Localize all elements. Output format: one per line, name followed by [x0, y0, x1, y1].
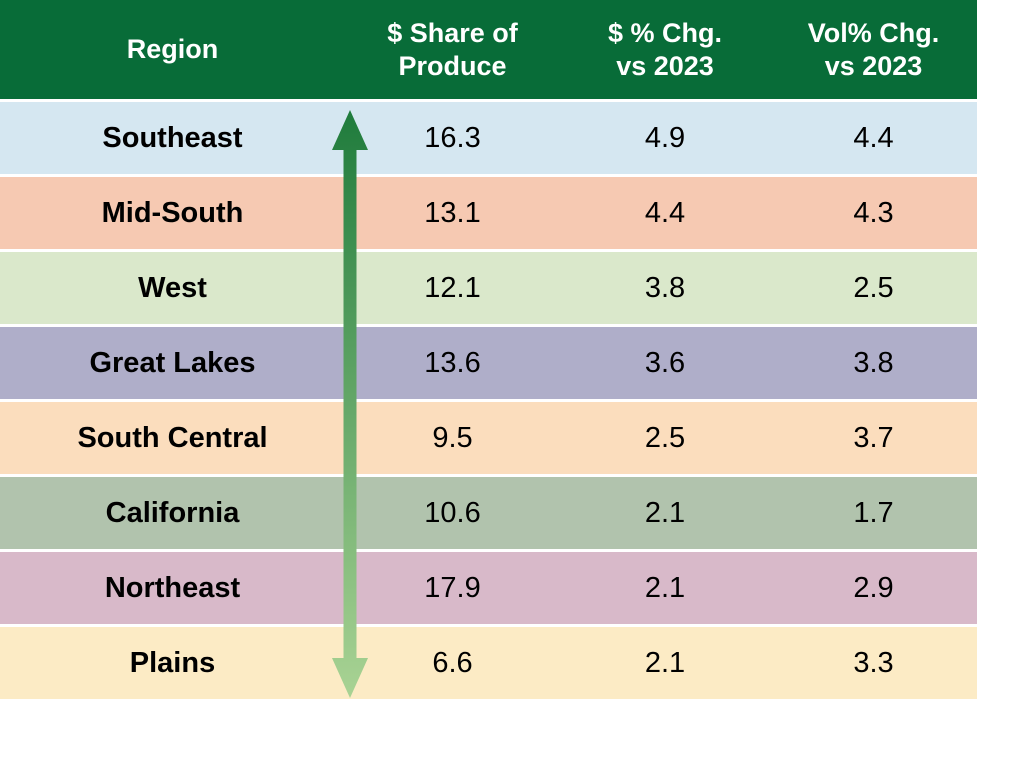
dollar-chg-cell: 2.1 — [644, 646, 686, 679]
vol-chg-cell: 2.5 — [853, 271, 894, 304]
table-header-row: Region $ Share of Produce $ % Chg. vs 20… — [0, 0, 977, 99]
dollar-chg-cell: 2.1 — [644, 571, 686, 604]
share-cell: 13.1 — [424, 196, 481, 229]
column-header-line: Produce — [398, 50, 507, 81]
dollar-chg-cell: 2.1 — [644, 496, 686, 529]
dollar-chg-cell: 3.6 — [644, 346, 686, 379]
region-cell: Plains — [129, 646, 216, 679]
vol-chg-cell: 4.4 — [853, 121, 894, 154]
dollar-chg-cell: 2.5 — [644, 421, 686, 454]
column-header-line: Region — [126, 34, 219, 64]
table-row: West 12.1 3.8 2.5 — [0, 252, 977, 324]
region-cell: West — [138, 271, 207, 304]
vol-chg-cell: 1.7 — [853, 496, 894, 529]
column-header-share-of-produce: $ Share of Produce — [345, 17, 560, 83]
vol-chg-cell: 3.7 — [853, 421, 894, 454]
region-produce-table: Region $ Share of Produce $ % Chg. vs 20… — [0, 0, 977, 699]
table-row: California 10.6 2.1 1.7 — [0, 477, 977, 549]
share-cell: 17.9 — [424, 571, 481, 604]
column-header-line: $ % Chg. — [607, 17, 722, 48]
region-cell: Mid-South — [101, 196, 244, 229]
column-header-line: $ Share of — [387, 17, 518, 48]
region-cell: Great Lakes — [89, 346, 256, 379]
vol-chg-cell: 4.3 — [853, 196, 894, 229]
table-row: Plains 6.6 2.1 3.3 — [0, 627, 977, 699]
region-cell: Southeast — [102, 121, 243, 154]
table-row: Northeast 17.9 2.1 2.9 — [0, 552, 977, 624]
column-header-dollar-pct-chg: $ % Chg. vs 2023 — [560, 17, 770, 83]
table-row: South Central 9.5 2.5 3.7 — [0, 402, 977, 474]
column-header-vol-pct-chg: Vol% Chg. vs 2023 — [770, 17, 977, 83]
column-header-line: vs 2023 — [824, 50, 923, 81]
share-cell: 16.3 — [424, 121, 481, 154]
table-row: Mid-South 13.1 4.4 4.3 — [0, 177, 977, 249]
share-cell: 10.6 — [424, 496, 481, 529]
vol-chg-cell: 3.8 — [853, 346, 894, 379]
table-row: Great Lakes 13.6 3.6 3.8 — [0, 327, 977, 399]
share-cell: 12.1 — [424, 271, 481, 304]
region-cell: South Central — [77, 421, 268, 454]
region-cell: Northeast — [104, 571, 241, 604]
dollar-chg-cell: 4.4 — [644, 196, 686, 229]
share-cell: 6.6 — [432, 646, 473, 679]
share-cell: 13.6 — [424, 346, 481, 379]
vol-chg-cell: 2.9 — [853, 571, 894, 604]
region-cell: California — [105, 496, 240, 529]
column-header-region: Region — [0, 33, 345, 66]
dollar-chg-cell: 4.9 — [644, 121, 686, 154]
column-header-line: Vol% Chg. — [807, 17, 940, 48]
vol-chg-cell: 3.3 — [853, 646, 894, 679]
column-header-line: vs 2023 — [616, 50, 714, 81]
dollar-chg-cell: 3.8 — [644, 271, 686, 304]
table-row: Southeast 16.3 4.9 4.4 — [0, 102, 977, 174]
share-cell: 9.5 — [432, 421, 473, 454]
